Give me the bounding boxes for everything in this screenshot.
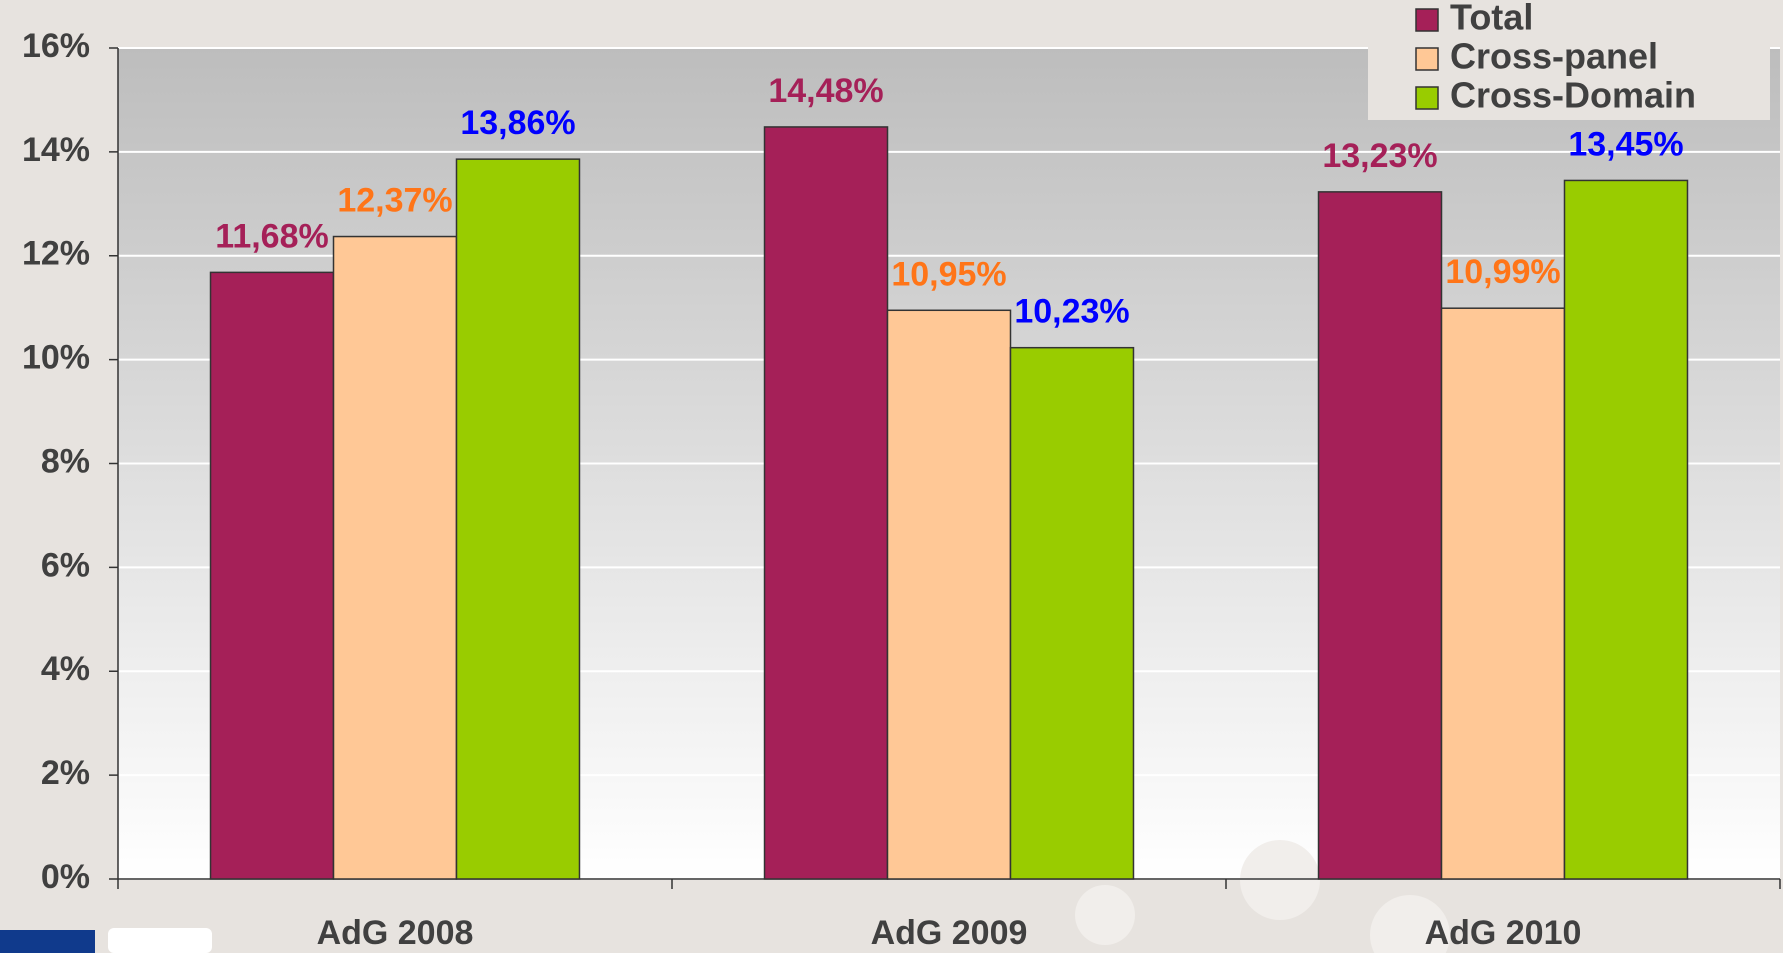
x-tick-label: AdG 2008 — [317, 914, 474, 952]
y-tick-label: 2% — [41, 754, 90, 792]
y-tick-label: 0% — [41, 858, 90, 896]
bar — [1440, 307, 1566, 880]
bar — [332, 235, 458, 880]
data-label: 10,99% — [1445, 253, 1560, 291]
data-label: 13,86% — [460, 104, 575, 142]
erc-logo — [108, 928, 212, 953]
legend-swatch — [1415, 8, 1439, 32]
bar — [209, 271, 335, 880]
legend-swatch — [1415, 86, 1439, 110]
legend-label: Total — [1450, 0, 1533, 38]
bar — [886, 309, 1012, 880]
bar — [1317, 191, 1443, 880]
x-tick-label: AdG 2010 — [1425, 914, 1582, 952]
y-tick-label: 10% — [22, 339, 90, 377]
bar — [1563, 179, 1689, 880]
y-tick-label: 4% — [41, 650, 90, 688]
y-tick-label: 16% — [22, 27, 90, 65]
y-tick-label: 6% — [41, 546, 90, 584]
legend-label: Cross-panel — [1450, 36, 1658, 77]
data-label: 10,95% — [891, 255, 1006, 293]
bar — [455, 158, 581, 880]
data-label: 14,48% — [768, 72, 883, 110]
data-label: 13,45% — [1568, 125, 1683, 163]
data-label: 13,23% — [1322, 137, 1437, 175]
legend-swatch — [1415, 47, 1439, 71]
x-tick-label: AdG 2009 — [871, 914, 1028, 952]
data-label: 11,68% — [215, 217, 328, 255]
decoration — [1370, 895, 1450, 953]
bar — [763, 126, 889, 880]
data-label: 12,37% — [337, 182, 452, 220]
decoration — [1075, 885, 1135, 945]
data-label: 10,23% — [1014, 293, 1129, 331]
eu-logo — [0, 930, 95, 953]
y-tick-label: 12% — [22, 235, 90, 273]
y-tick-label: 8% — [41, 442, 90, 480]
legend-label: Cross-Domain — [1450, 75, 1696, 116]
y-tick-label: 14% — [22, 131, 90, 169]
bar — [1009, 346, 1135, 880]
